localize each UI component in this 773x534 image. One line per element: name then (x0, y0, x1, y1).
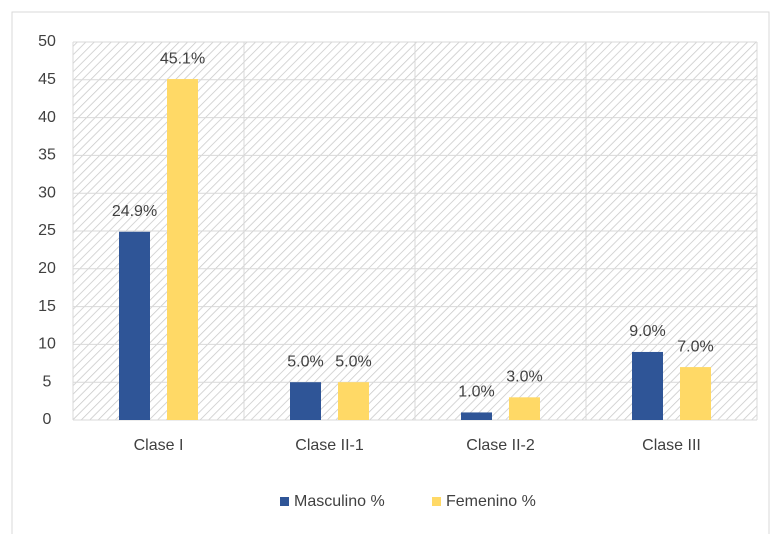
bar (290, 382, 321, 420)
y-tick-label: 15 (38, 298, 56, 315)
x-tick-label: Clase III (642, 437, 701, 454)
data-label: 5.0% (287, 353, 323, 370)
data-label: 3.0% (506, 369, 542, 386)
bar (461, 412, 492, 420)
data-label: 9.0% (629, 323, 665, 340)
x-tick-label: Clase II-2 (466, 437, 535, 454)
y-tick-label: 0 (43, 411, 52, 428)
y-tick-label: 50 (38, 33, 56, 50)
data-label: 1.0% (458, 384, 494, 401)
legend-swatch (432, 497, 441, 506)
legend-label: Masculino % (294, 493, 385, 510)
y-tick-label: 10 (38, 336, 56, 353)
y-tick-label: 35 (38, 147, 56, 164)
y-tick-label: 30 (38, 184, 56, 201)
bar (509, 397, 540, 420)
bar (338, 382, 369, 420)
data-label: 24.9% (112, 203, 157, 220)
legend-label: Femenino % (446, 493, 536, 510)
y-tick-label: 5 (43, 373, 52, 390)
bar (119, 231, 150, 420)
bar (167, 79, 198, 420)
y-tick-label: 20 (38, 260, 56, 277)
data-label: 5.0% (335, 353, 371, 370)
legend-swatch (280, 497, 289, 506)
y-tick-label: 40 (38, 109, 56, 126)
y-tick-label: 25 (38, 222, 56, 239)
x-tick-label: Clase II-1 (295, 437, 364, 454)
data-label: 7.0% (677, 338, 713, 355)
data-label: 45.1% (160, 50, 205, 67)
y-tick-label: 45 (38, 71, 56, 88)
x-tick-label: Clase I (134, 437, 184, 454)
chart-border (11, 11, 770, 534)
bar (632, 351, 663, 420)
bar (680, 367, 711, 420)
